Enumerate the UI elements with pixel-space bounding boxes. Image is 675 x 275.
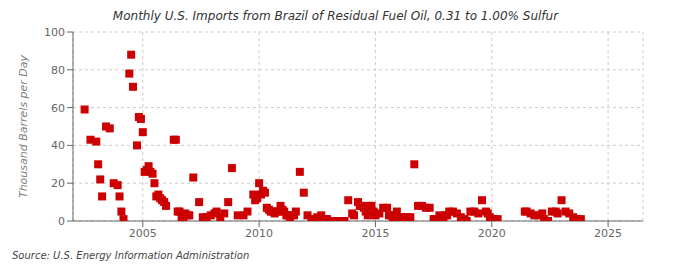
svg-text:Thousand Barrels per Day: Thousand Barrels per Day — [17, 54, 30, 198]
svg-text:2010: 2010 — [245, 227, 273, 240]
svg-text:2005: 2005 — [129, 227, 157, 240]
svg-text:2015: 2015 — [361, 227, 389, 240]
svg-text:60: 60 — [51, 102, 65, 115]
svg-text:0: 0 — [58, 215, 65, 228]
html-text:Source: U.S. Energy Informatio: Source: U.S. Energy Information Administ… — [12, 250, 250, 261]
svg-text:100: 100 — [44, 26, 65, 39]
svg-text:2025: 2025 — [594, 227, 622, 240]
svg-text:20: 20 — [51, 177, 65, 190]
svg-text:2020: 2020 — [478, 227, 506, 240]
html-text:Monthly U.S. Imports from Braz: Monthly U.S. Imports from Brazil of Resi… — [112, 9, 559, 23]
svg-text:40: 40 — [51, 139, 65, 152]
svg-text:80: 80 — [51, 64, 65, 77]
